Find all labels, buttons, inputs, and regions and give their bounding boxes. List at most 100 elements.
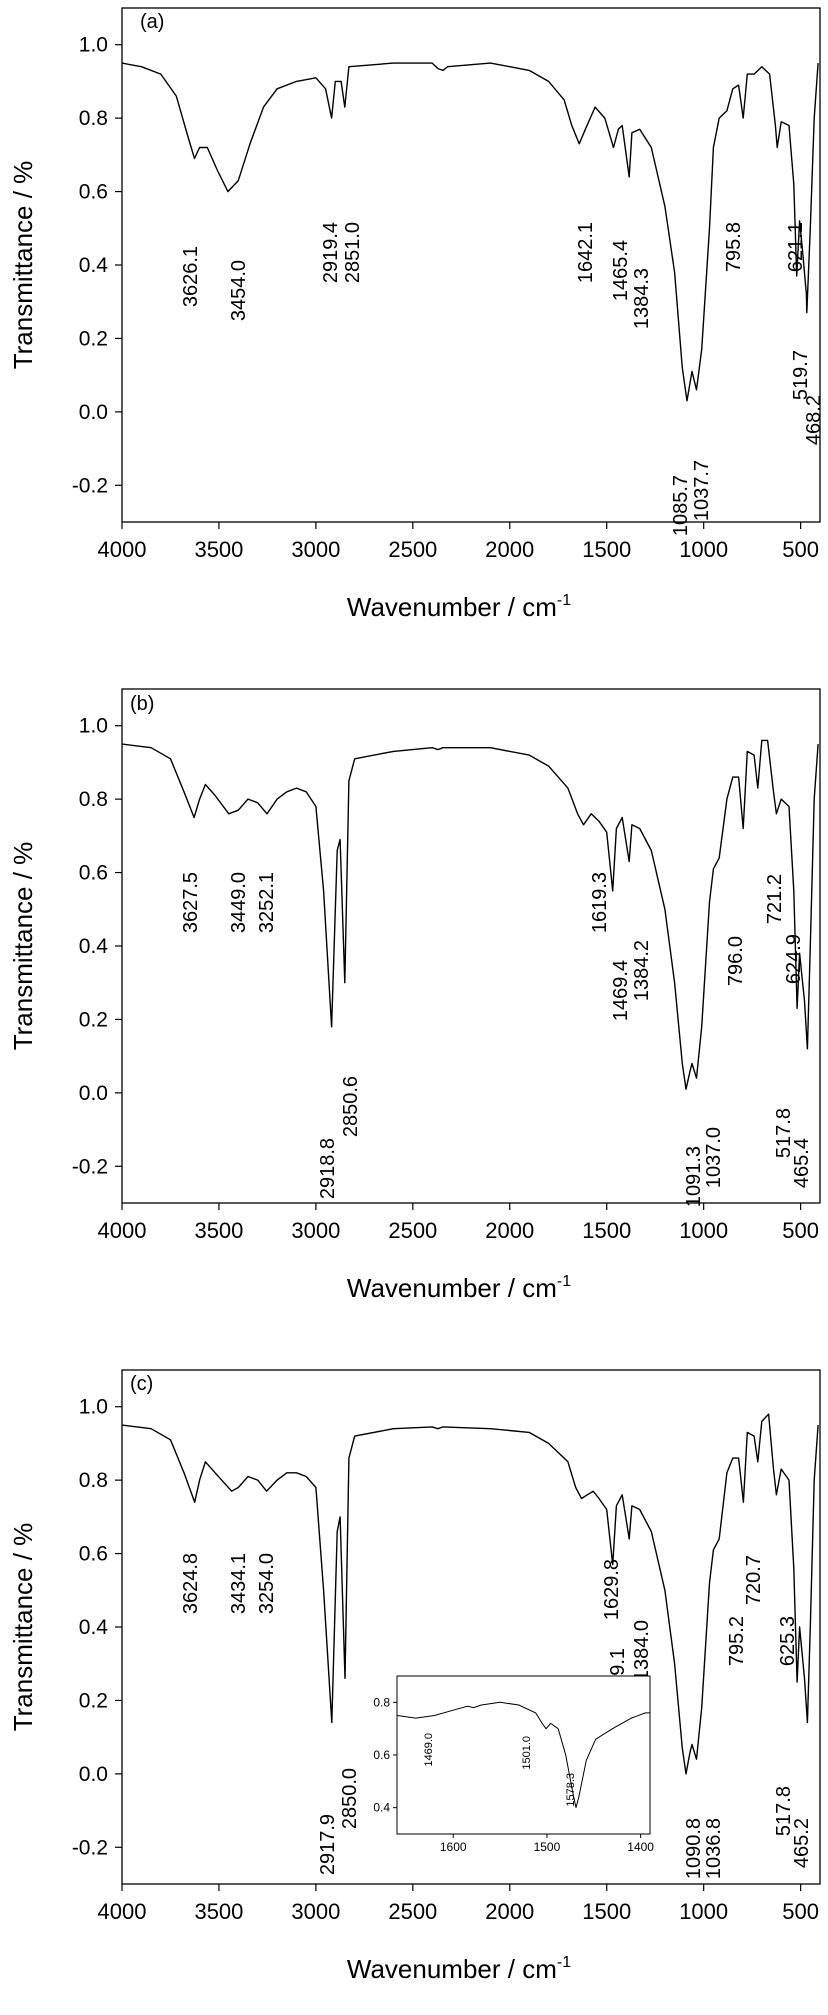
y-tick-label: 0.4 xyxy=(79,935,109,958)
peak-label: 1384.2 xyxy=(631,940,653,1001)
chart-panel-1: 4000 3500 3000 2500 2000 1500 1000 500 -0.2 0.0 0.… xyxy=(8,7,825,622)
peak-label: 3624.8 xyxy=(180,1553,202,1614)
peak-label: 468.2 xyxy=(803,395,825,445)
x-tick-label: 2000 xyxy=(485,537,534,562)
y-tick-label: 0.2 xyxy=(79,1689,108,1712)
x-tick-label: 3000 xyxy=(291,1218,340,1243)
peak-label: 465.2 xyxy=(791,1818,813,1868)
peak-label: 517.8 xyxy=(773,1108,795,1158)
y-axis-label: Transmittance / % xyxy=(8,1523,38,1732)
inset-chart: 1600 1500 1400 0.4 0.6 0.8 1578.3 1501.0 1469.0 xyxy=(373,1675,654,1854)
x-tick-label: 4000 xyxy=(98,537,147,562)
x-tick-label: 3500 xyxy=(194,1218,243,1243)
y-tick-label: 0.4 xyxy=(79,254,109,277)
peak-label: 1036.8 xyxy=(703,1818,725,1879)
x-tick-label: 4000 xyxy=(98,1218,147,1243)
x-tick-label: 4000 xyxy=(98,1899,147,1924)
spectrum-line xyxy=(121,739,819,1090)
y-tick-label: 0.8 xyxy=(79,1469,108,1492)
x-tick-label: 1500 xyxy=(582,537,631,562)
peak-label: 721.2 xyxy=(764,874,786,924)
y-tick-label: 0.6 xyxy=(79,1543,108,1566)
spectrum-line xyxy=(121,62,819,402)
peak-label: 2918.8 xyxy=(317,1138,339,1199)
x-tick-label: 3000 xyxy=(291,1899,340,1924)
peak-label: 796.0 xyxy=(725,936,747,986)
peak-label: 621.1 xyxy=(785,222,807,272)
inset-frame xyxy=(396,1675,651,1835)
peak-label: 1037.0 xyxy=(703,1127,725,1188)
peak-label: 1384.0 xyxy=(631,1620,653,1681)
y-tick-label: 0.6 xyxy=(79,862,108,885)
chart-panel-3: 4000 3500 3000 2500 2000 1500 1000 500 -0.2 0.0 0.… xyxy=(8,1369,821,1984)
x-tick-label: 1000 xyxy=(679,1899,728,1924)
peak-label: 720.7 xyxy=(743,1555,765,1605)
x-tick-label: 500 xyxy=(782,537,819,562)
peak-label: 1642.1 xyxy=(575,222,597,283)
x-tick-label: 1500 xyxy=(582,1899,631,1924)
peak-label: 519.7 xyxy=(790,350,812,400)
inset-y-tick-label: 0.8 xyxy=(373,1695,390,1709)
inset-x-tick-label: 1500 xyxy=(534,1840,561,1854)
x-tick-label: 1000 xyxy=(679,537,728,562)
panel-label: (a) xyxy=(140,11,164,33)
panel-label: (c) xyxy=(130,1373,153,1395)
y-tick-label: 0.8 xyxy=(79,788,108,811)
peak-label: 1085.7 xyxy=(670,475,692,536)
inset-peak-label: 1501.0 xyxy=(521,1736,533,1770)
x-tick-label: 2500 xyxy=(388,537,437,562)
y-tick-label: -0.2 xyxy=(72,474,108,497)
peak-label: 1384.3 xyxy=(631,268,653,329)
inset-peak-label: 1469.0 xyxy=(423,1733,435,1767)
y-axis-label: Transmittance / % xyxy=(8,161,38,370)
peak-label: 3254.0 xyxy=(256,1553,278,1614)
y-tick-label: 1.0 xyxy=(79,1396,108,1419)
peak-label: 1091.3 xyxy=(683,1146,705,1207)
x-tick-label: 500 xyxy=(782,1899,819,1924)
y-tick-label: 0.8 xyxy=(79,107,108,130)
chart-panel-2: 4000 3500 3000 2500 2000 1500 1000 500 -0.2 0.0 0.… xyxy=(8,688,821,1303)
inset-y-tick-label: 0.4 xyxy=(373,1801,390,1815)
peak-label: 465.4 xyxy=(791,1138,813,1188)
inset-x-tick-label: 1600 xyxy=(440,1840,467,1854)
inset-y-tick-label: 0.6 xyxy=(373,1748,390,1762)
x-tick-label: 3500 xyxy=(194,537,243,562)
peak-label: 3449.0 xyxy=(228,872,250,933)
peak-label: 1037.7 xyxy=(691,460,713,521)
peak-label: 517.8 xyxy=(773,1786,795,1836)
y-tick-label: 0.6 xyxy=(79,181,108,204)
plot-frame xyxy=(121,688,821,1204)
peak-label: 3627.5 xyxy=(180,872,202,933)
peak-label: 2917.9 xyxy=(317,1814,339,1875)
inset-x-tick-label: 1400 xyxy=(627,1840,654,1854)
peak-label: 3626.1 xyxy=(180,246,202,307)
plot-frame xyxy=(121,7,821,523)
x-tick-label: 2500 xyxy=(388,1218,437,1243)
x-tick-label: 500 xyxy=(782,1218,819,1243)
peak-label: 795.8 xyxy=(723,222,745,272)
x-tick-label: 3000 xyxy=(291,537,340,562)
y-tick-label: 0.0 xyxy=(79,401,108,424)
x-tick-label: 3500 xyxy=(194,1899,243,1924)
y-tick-label: 0.2 xyxy=(79,1008,108,1031)
inset-peak-label: 1578.3 xyxy=(565,1773,577,1807)
peak-label: 795.2 xyxy=(726,1616,748,1666)
peak-label: 2851.0 xyxy=(342,222,364,283)
peak-label: 3454.0 xyxy=(228,260,250,321)
peak-label: 1090.8 xyxy=(683,1818,705,1879)
peak-label: 3434.1 xyxy=(228,1553,250,1614)
peak-label: 1629.8 xyxy=(601,1559,623,1620)
x-tick-label: 2500 xyxy=(388,1899,437,1924)
x-axis-label: Wavenumber / cm-1 xyxy=(347,1273,571,1303)
y-tick-label: 0.0 xyxy=(79,1763,108,1786)
peak-label: 3252.1 xyxy=(256,872,278,933)
y-tick-label: 1.0 xyxy=(79,34,108,57)
panel-label: (b) xyxy=(130,693,154,715)
y-axis-label: Transmittance / % xyxy=(8,842,38,1051)
spectrum-line xyxy=(121,1413,819,1775)
y-tick-label: 0.2 xyxy=(79,327,108,350)
peak-label: 2850.6 xyxy=(340,1076,362,1137)
x-tick-label: 2000 xyxy=(485,1218,534,1243)
peak-label: 1619.3 xyxy=(589,872,611,933)
